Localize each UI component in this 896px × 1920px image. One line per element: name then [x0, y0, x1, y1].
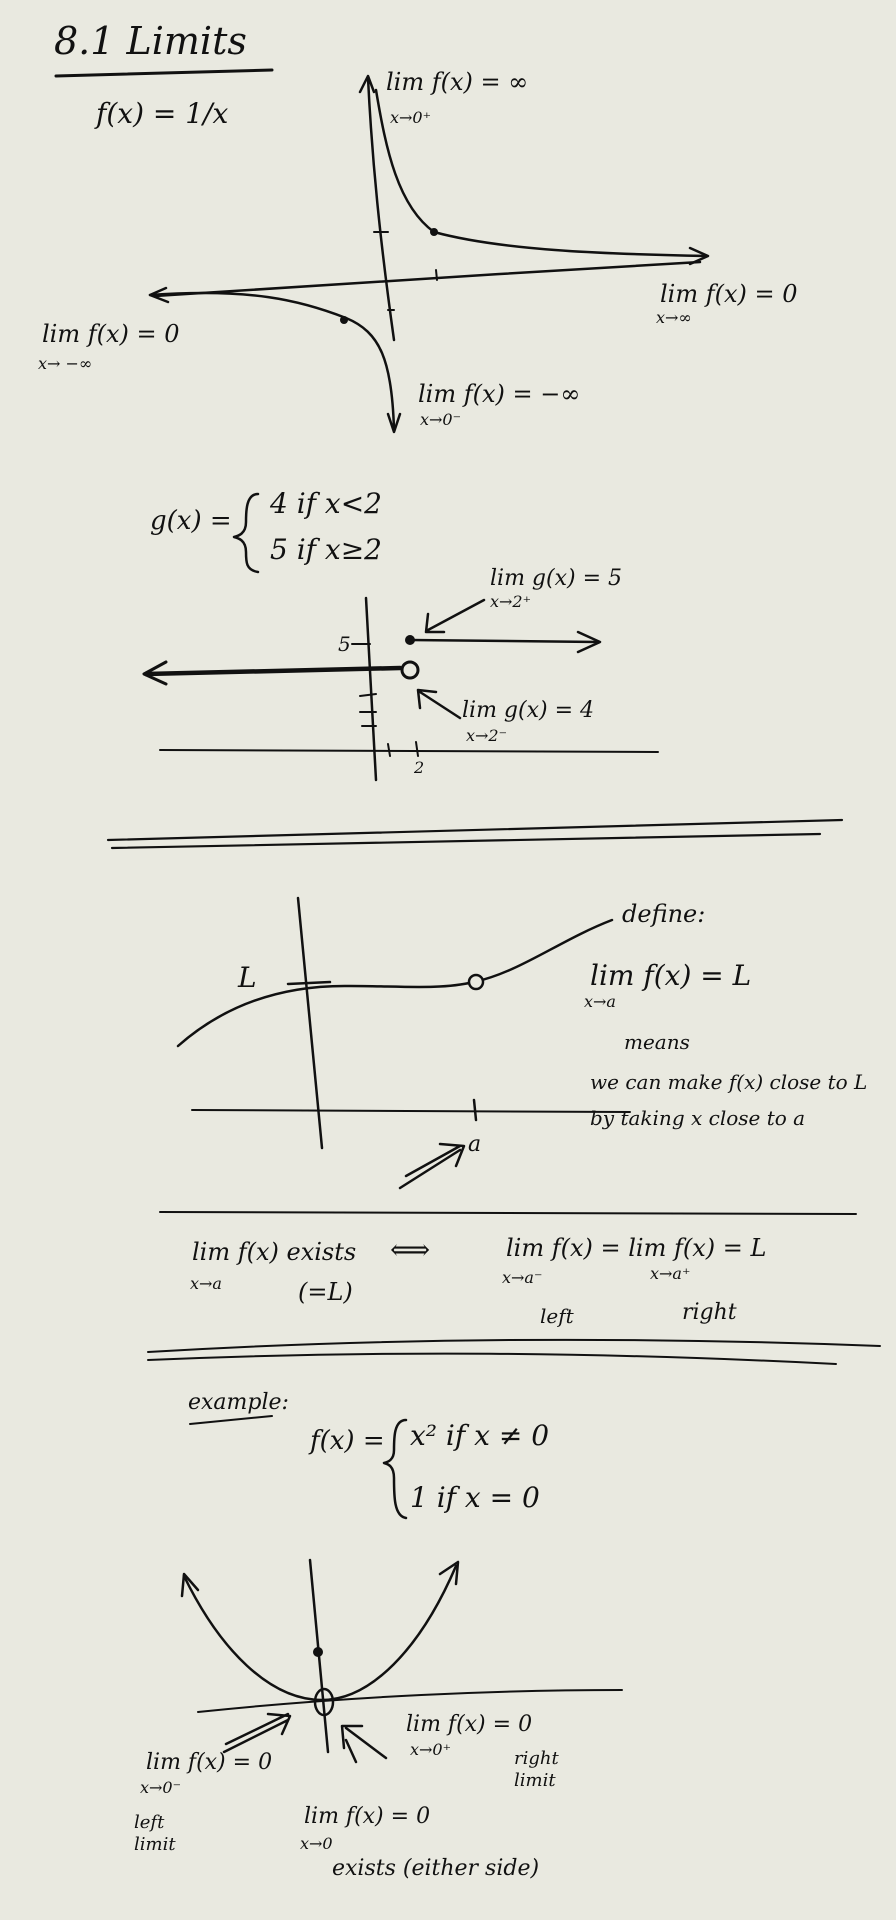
def-y-axis [296, 896, 324, 1150]
hyperbola-right-arrowhead [688, 246, 710, 266]
limit-right-zero-sub: x→0⁺ [390, 108, 432, 127]
one-sided-limits: lim f(x) = lim f(x) = L [506, 1234, 767, 1262]
ex-left-limit-note: left limit [134, 1812, 176, 1855]
limit-right-zero: lim f(x) = ∞ [386, 68, 529, 96]
g-x-tick-label: 2 [414, 758, 425, 777]
right-label: right [682, 1300, 737, 1325]
g-x-axis [159, 749, 659, 753]
ex-limit-left: lim f(x) = 0 [146, 1750, 273, 1775]
def-x-axis [191, 1109, 631, 1113]
def-a-label: a [468, 1132, 482, 1157]
limit-infinity: lim f(x) = 0 [660, 280, 798, 308]
g-limit-left: lim g(x) = 4 [462, 698, 594, 723]
ex-limit-left-sub: x→0⁻ [140, 1778, 182, 1797]
def-a-tick [472, 1098, 478, 1122]
g-open-circle [400, 660, 420, 680]
limit-left-zero-sub: x→0⁻ [420, 410, 462, 429]
left-label: left [540, 1304, 574, 1328]
def-explain-2: by taking x close to a [590, 1106, 806, 1130]
ex-parabola-right-arrowhead [438, 1560, 460, 1586]
g-closed-point [405, 635, 415, 645]
ex-right-limit-note: right limit [514, 1748, 559, 1791]
ex-limit-right: lim f(x) = 0 [406, 1712, 533, 1737]
ex-limit-right-sub: x→0⁺ [410, 1740, 452, 1759]
g-arrow-to-open [416, 688, 462, 720]
ex-point-at-one [313, 1647, 323, 1657]
iff-symbol: ⟺ [390, 1233, 431, 1266]
ex-arrow-right [340, 1724, 388, 1764]
title-underline [54, 68, 274, 78]
def-l-tick [286, 980, 332, 986]
g-left-arrowhead [142, 660, 168, 686]
g-limit-left-sub: x→2⁻ [466, 726, 508, 745]
ex-exists-note: exists (either side) [332, 1856, 540, 1881]
one-sided-sub-left: x→a⁻ [502, 1268, 543, 1287]
example-f-definition: f(x) = [310, 1426, 385, 1456]
g-y-tick-label: 5 [338, 632, 351, 656]
g-limit-right: lim g(x) = 5 [490, 566, 622, 591]
example-underline [189, 1415, 273, 1425]
g-case-1: 4 if x<2 [270, 487, 382, 520]
g-definition: g(x) = [150, 506, 232, 536]
function-definition: f(x) = 1/x [96, 97, 229, 130]
ex-parabola [182, 1564, 458, 1702]
def-curve [176, 918, 614, 1048]
hyperbola-left-arrowhead [148, 286, 170, 304]
hyperbola-left-branch [148, 291, 396, 432]
limit-left-zero: lim f(x) = −∞ [418, 380, 581, 408]
def-explain-1: we can make f(x) close to L [590, 1070, 868, 1094]
ex-limit-both-sub: x→0 [300, 1834, 333, 1853]
def-limit-sub: x→a [584, 992, 616, 1011]
limit-neg-infinity-sub: x→ −∞ [38, 354, 93, 373]
g-limit-right-sub: x→2⁺ [490, 592, 532, 611]
g-right-arrowhead [576, 630, 602, 654]
g-brace [232, 492, 260, 574]
def-means: means [624, 1030, 690, 1054]
def-approach-arrow [398, 1142, 466, 1190]
y-axis [366, 76, 396, 342]
limit-equals-l: (=L) [298, 1278, 353, 1306]
define-heading: define: [622, 900, 706, 928]
ex-limit-both: lim f(x) = 0 [304, 1804, 431, 1829]
limit-neg-infinity: lim f(x) = 0 [42, 320, 180, 348]
def-l-label: L [238, 961, 257, 994]
g-left-piece [143, 665, 403, 677]
g-y-axis [364, 596, 378, 782]
def-limit: lim f(x) = L [590, 959, 752, 992]
tick-x [435, 269, 438, 281]
def-open-circle [467, 973, 485, 991]
g-arrow-to-closed [424, 598, 486, 634]
ex-arrow-left [222, 1712, 292, 1754]
limit-exists: lim f(x) exists [192, 1238, 357, 1266]
g-right-piece [408, 638, 600, 644]
example-case-2: 1 if x = 0 [410, 1481, 540, 1514]
g-case-2: 5 if x≥2 [270, 533, 382, 566]
hyperbola-down-arrowhead [386, 412, 402, 434]
hyperbola-right-branch [374, 88, 708, 258]
ex-parabola-left-arrowhead [180, 1572, 200, 1598]
page-title: 8.1 Limits [54, 19, 247, 63]
ex-hole-at-origin [313, 1687, 335, 1717]
x-axis [153, 260, 702, 298]
y-axis-arrowhead [358, 74, 376, 94]
divider-2 [159, 1211, 857, 1215]
example-brace [382, 1418, 408, 1520]
ex-x-axis [197, 1689, 623, 1713]
example-heading: example: [188, 1390, 289, 1415]
point-left-branch [340, 316, 348, 324]
g-ticks [347, 643, 419, 757]
divider-3 [147, 1338, 881, 1365]
point-right-branch [430, 228, 438, 236]
limit-infinity-sub: x→∞ [656, 308, 692, 327]
example-case-1: x² if x ≠ 0 [410, 1419, 550, 1452]
divider-1 [106, 818, 844, 850]
one-sided-sub-right: x→a⁺ [650, 1264, 691, 1283]
limit-exists-sub: x→a [190, 1274, 222, 1293]
